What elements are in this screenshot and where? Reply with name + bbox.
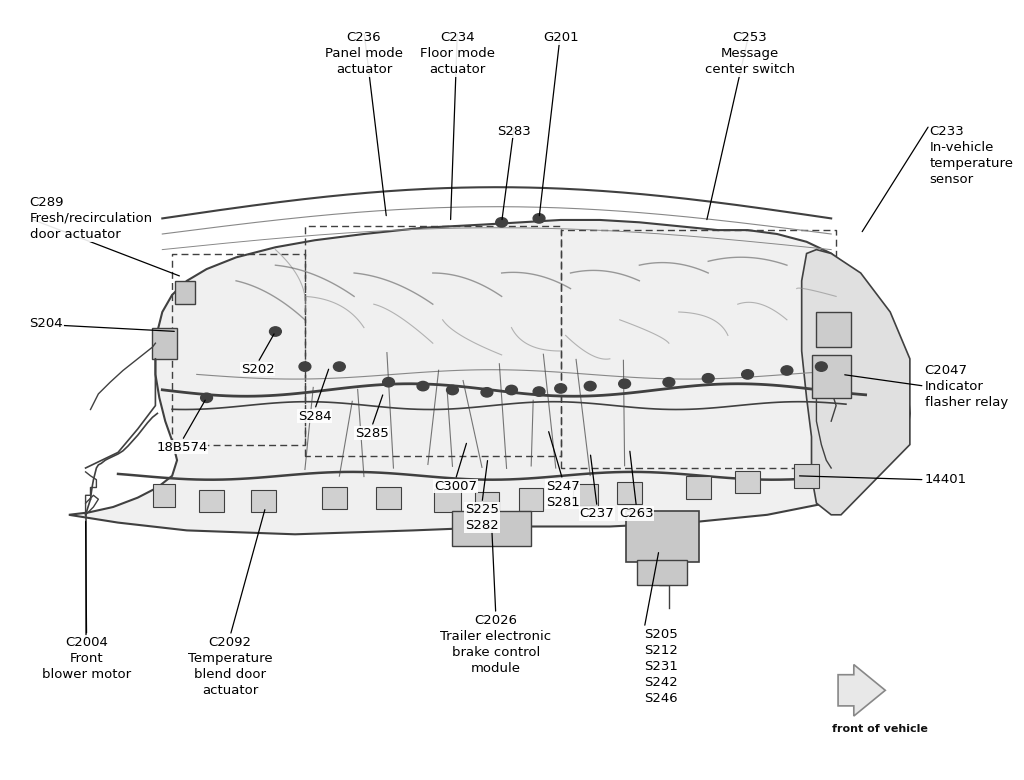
- Bar: [200, 490, 224, 512]
- Bar: [323, 487, 347, 509]
- Bar: [434, 489, 462, 512]
- Circle shape: [201, 393, 212, 402]
- Bar: [153, 328, 177, 359]
- Text: C289
Fresh/recirculation
door actuator: C289 Fresh/recirculation door actuator: [30, 196, 153, 241]
- Circle shape: [534, 214, 545, 223]
- Polygon shape: [802, 250, 910, 515]
- Text: 18B574: 18B574: [157, 441, 208, 454]
- Text: C234
Floor mode
actuator: C234 Floor mode actuator: [420, 31, 495, 76]
- Text: G201: G201: [543, 31, 579, 44]
- Bar: [795, 464, 819, 488]
- Text: C263: C263: [620, 507, 653, 520]
- Text: S285: S285: [355, 427, 389, 440]
- Text: C253
Message
center switch: C253 Message center switch: [705, 31, 795, 76]
- Text: 14401: 14401: [925, 473, 967, 486]
- Circle shape: [446, 385, 459, 395]
- Bar: [519, 488, 544, 511]
- Circle shape: [815, 362, 827, 371]
- Bar: [811, 355, 851, 398]
- Polygon shape: [69, 220, 910, 534]
- Text: C2092
Temperature
blend door
actuator: C2092 Temperature blend door actuator: [187, 636, 272, 697]
- Text: S225
S282: S225 S282: [465, 503, 499, 532]
- Bar: [175, 281, 195, 304]
- Text: S283: S283: [498, 125, 531, 138]
- Text: C2026
Trailer electronic
brake control
module: C2026 Trailer electronic brake control m…: [440, 614, 551, 675]
- Text: C236
Panel mode
actuator: C236 Panel mode actuator: [325, 31, 403, 76]
- Bar: [637, 560, 686, 585]
- Polygon shape: [838, 665, 886, 716]
- Circle shape: [481, 388, 493, 397]
- Circle shape: [496, 218, 508, 227]
- Text: S205
S212
S231
S242
S246: S205 S212 S231 S242 S246: [644, 628, 678, 705]
- Circle shape: [417, 381, 429, 391]
- Bar: [735, 471, 760, 493]
- Text: C2047
Indicator
flasher relay: C2047 Indicator flasher relay: [925, 363, 1008, 409]
- Circle shape: [269, 327, 282, 336]
- Bar: [816, 312, 851, 347]
- Circle shape: [663, 378, 675, 387]
- Circle shape: [334, 362, 345, 371]
- Text: C233
In-vehicle
temperature
sensor: C233 In-vehicle temperature sensor: [930, 125, 1014, 186]
- Text: S247
S281: S247 S281: [546, 480, 580, 509]
- Bar: [617, 482, 642, 504]
- Circle shape: [702, 374, 714, 383]
- Text: S202: S202: [241, 363, 274, 376]
- Circle shape: [383, 378, 394, 387]
- Text: front of vehicle: front of vehicle: [833, 724, 929, 734]
- Text: S204: S204: [30, 317, 63, 330]
- Circle shape: [781, 366, 793, 375]
- Bar: [626, 511, 699, 562]
- Bar: [573, 484, 598, 506]
- Circle shape: [585, 381, 596, 391]
- Bar: [251, 490, 275, 512]
- Bar: [453, 511, 531, 546]
- Circle shape: [534, 387, 545, 396]
- Bar: [686, 476, 711, 499]
- Text: C237: C237: [580, 507, 614, 520]
- Circle shape: [618, 379, 631, 388]
- Circle shape: [506, 385, 517, 395]
- Text: S284: S284: [298, 410, 332, 423]
- Bar: [376, 487, 400, 509]
- Bar: [474, 492, 500, 514]
- Text: C3007: C3007: [434, 480, 477, 493]
- Circle shape: [555, 384, 566, 393]
- Bar: [154, 484, 175, 507]
- Circle shape: [299, 362, 311, 371]
- Circle shape: [741, 370, 754, 379]
- Text: C2004
Front
blower motor: C2004 Front blower motor: [42, 636, 131, 681]
